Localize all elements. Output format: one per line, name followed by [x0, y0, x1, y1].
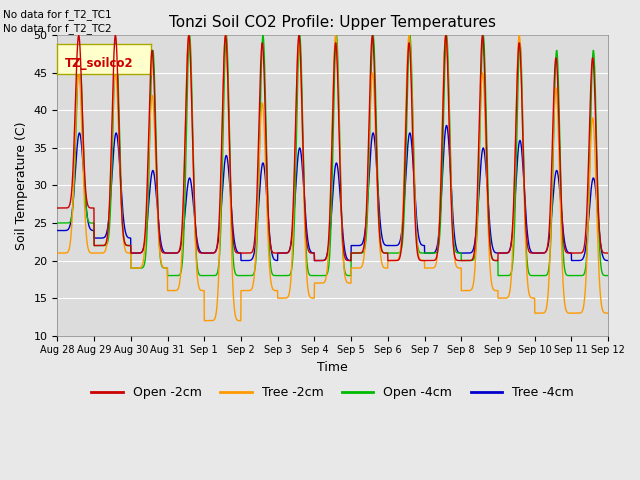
Text: No data for f_T2_TC2: No data for f_T2_TC2 — [3, 23, 112, 34]
X-axis label: Time: Time — [317, 361, 348, 374]
Y-axis label: Soil Temperature (C): Soil Temperature (C) — [15, 121, 28, 250]
Title: Tonzi Soil CO2 Profile: Upper Temperatures: Tonzi Soil CO2 Profile: Upper Temperatur… — [169, 15, 496, 30]
Text: No data for f_T2_TC1: No data for f_T2_TC1 — [3, 9, 112, 20]
Legend: Open -2cm, Tree -2cm, Open -4cm, Tree -4cm: Open -2cm, Tree -2cm, Open -4cm, Tree -4… — [86, 382, 579, 405]
